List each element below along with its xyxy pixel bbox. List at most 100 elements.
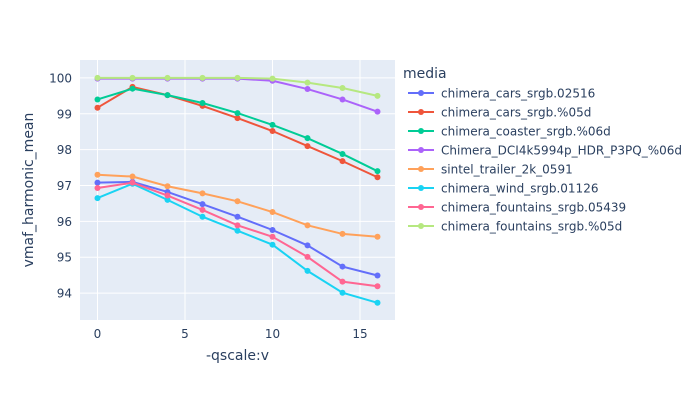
data-point <box>269 226 276 233</box>
data-point <box>234 222 241 229</box>
data-point <box>374 283 381 290</box>
data-point <box>269 128 276 135</box>
legend-marker <box>418 128 424 134</box>
data-point <box>94 104 101 111</box>
data-point <box>269 233 276 240</box>
legend-item[interactable]: chimera_wind_srgb.01126 <box>408 182 598 196</box>
y-tick-label: 95 <box>57 251 72 265</box>
data-point <box>94 179 101 186</box>
series-group <box>94 74 381 306</box>
data-point <box>234 115 241 122</box>
data-point <box>269 75 276 82</box>
data-point <box>94 171 101 178</box>
legend-label: Chimera_DCI4k5994p_HDR_P3PQ_%06d <box>441 144 682 158</box>
legend-title: media <box>403 66 447 82</box>
data-point <box>374 92 381 99</box>
data-point <box>199 190 206 197</box>
legend-item[interactable]: chimera_cars_srgb.%05d <box>408 106 591 120</box>
data-point <box>339 84 346 91</box>
data-point <box>339 150 346 157</box>
legend-item[interactable]: Chimera_DCI4k5994p_HDR_P3PQ_%06d <box>408 144 682 158</box>
legend-label: chimera_fountains_srgb.05439 <box>441 201 626 215</box>
legend-label: chimera_coaster_srgb.%06d <box>441 125 611 139</box>
data-point <box>374 233 381 240</box>
data-point <box>234 213 241 220</box>
data-point <box>374 168 381 175</box>
data-point <box>164 92 171 99</box>
legend-marker <box>418 185 424 191</box>
y-axis-ticks: 94 95 96 97 98 99 100 <box>49 71 72 300</box>
data-point <box>129 173 136 180</box>
data-point <box>304 267 311 274</box>
legend-marker <box>418 147 424 153</box>
data-point <box>339 230 346 237</box>
data-point <box>304 242 311 249</box>
data-point <box>304 253 311 260</box>
data-point <box>374 299 381 306</box>
data-point <box>339 263 346 270</box>
x-tick-label: 10 <box>265 327 280 341</box>
data-point <box>164 196 171 203</box>
data-point <box>199 213 206 220</box>
x-tick-label: 5 <box>181 327 189 341</box>
legend-label: sintel_trailer_2k_0591 <box>441 163 573 177</box>
data-point <box>269 241 276 248</box>
data-point <box>164 192 171 199</box>
data-point <box>94 96 101 103</box>
data-point <box>94 195 101 202</box>
data-point <box>304 135 311 142</box>
legend-label: chimera_cars_srgb.02516 <box>441 87 595 101</box>
legend-label: chimera_cars_srgb.%05d <box>441 106 591 120</box>
y-tick-label: 100 <box>49 71 72 85</box>
series-8 <box>94 74 381 99</box>
data-point <box>199 201 206 208</box>
data-point <box>339 278 346 285</box>
data-point <box>164 74 171 81</box>
x-tick-label: 0 <box>94 327 102 341</box>
data-point <box>374 174 381 181</box>
x-axis-ticks: 0 5 10 15 <box>94 327 368 341</box>
data-point <box>164 183 171 190</box>
data-point <box>234 74 241 81</box>
data-point <box>339 158 346 165</box>
data-point <box>339 96 346 103</box>
legend-marker <box>418 90 424 96</box>
series-2 <box>94 83 381 181</box>
y-tick-label: 99 <box>57 107 72 121</box>
legend-item[interactable]: sintel_trailer_2k_0591 <box>408 163 573 177</box>
data-point <box>234 110 241 117</box>
data-point <box>234 227 241 234</box>
data-point <box>269 121 276 128</box>
legend-marker <box>418 223 424 229</box>
data-point <box>129 179 136 186</box>
data-point <box>234 198 241 205</box>
data-point <box>374 272 381 279</box>
series-3 <box>94 85 381 175</box>
legend-label: chimera_fountains_srgb.%05d <box>441 220 622 234</box>
plot-background <box>80 60 395 320</box>
data-point <box>374 108 381 115</box>
legend-item[interactable]: chimera_coaster_srgb.%06d <box>408 125 611 139</box>
legend-marker <box>418 204 424 210</box>
x-tick-label: 15 <box>352 327 367 341</box>
data-point <box>94 185 101 192</box>
y-tick-label: 98 <box>57 143 72 157</box>
data-point <box>129 85 136 92</box>
data-point <box>199 100 206 107</box>
legend: media chimera_cars_srgb.02516 chimera_car… <box>403 66 682 234</box>
data-point <box>304 143 311 150</box>
y-axis-label: vmaf_harmonic_mean <box>21 113 37 268</box>
data-point <box>94 74 101 81</box>
data-point <box>304 79 311 86</box>
series-7 <box>94 179 381 290</box>
y-tick-label: 96 <box>57 215 72 229</box>
series-5 <box>94 171 381 240</box>
legend-item[interactable]: chimera_fountains_srgb.05439 <box>408 201 626 215</box>
legend-marker <box>418 109 424 115</box>
legend-item[interactable]: chimera_cars_srgb.02516 <box>408 87 595 101</box>
y-tick-label: 94 <box>57 287 72 301</box>
data-point <box>199 74 206 81</box>
data-point <box>304 222 311 229</box>
legend-item[interactable]: chimera_fountains_srgb.%05d <box>408 220 622 234</box>
